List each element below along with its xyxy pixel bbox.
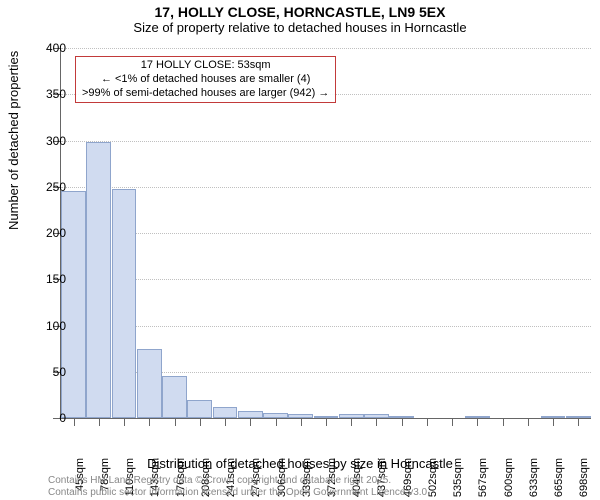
- x-tick: [124, 418, 125, 426]
- x-tick: [200, 418, 201, 426]
- annotation-line: >99% of semi-detached houses are larger …: [82, 87, 329, 101]
- y-tick-label: 50: [53, 365, 66, 379]
- x-axis-title: Distribution of detached houses by size …: [0, 456, 600, 471]
- gridline: [61, 48, 591, 49]
- gridline: [61, 279, 591, 280]
- y-tick-label: 250: [46, 180, 66, 194]
- x-tick: [402, 418, 403, 426]
- footer-line-2: Contains public sector information licen…: [48, 487, 430, 499]
- annotation-line: 17 HOLLY CLOSE: 53sqm: [82, 59, 329, 73]
- x-tick: [99, 418, 100, 426]
- gridline: [61, 141, 591, 142]
- x-tick: [553, 418, 554, 426]
- x-tick: [301, 418, 302, 426]
- x-tick: [351, 418, 352, 426]
- x-tick: [452, 418, 453, 426]
- page-title: 17, HOLLY CLOSE, HORNCASTLE, LN9 5EX: [0, 4, 600, 20]
- footer-attribution: Contains HM Land Registry data © Crown c…: [48, 475, 430, 498]
- gridline: [61, 326, 591, 327]
- gridline: [61, 187, 591, 188]
- bar: [238, 411, 263, 418]
- bar: [213, 407, 238, 418]
- x-tick: [503, 418, 504, 426]
- bar: [162, 376, 187, 418]
- y-tick-label: 200: [46, 226, 66, 240]
- y-axis-title: Number of detached properties: [6, 51, 21, 230]
- x-tick: [225, 418, 226, 426]
- gridline: [61, 233, 591, 234]
- y-tick-label: 350: [46, 87, 66, 101]
- x-tick: [74, 418, 75, 426]
- annotation-line: ← <1% of detached houses are smaller (4): [82, 73, 329, 87]
- x-tick: [250, 418, 251, 426]
- x-tick: [149, 418, 150, 426]
- y-tick-label: 400: [46, 41, 66, 55]
- x-tick: [427, 418, 428, 426]
- footer-line-1: Contains HM Land Registry data © Crown c…: [48, 475, 430, 487]
- x-tick: [528, 418, 529, 426]
- page-subtitle: Size of property relative to detached ho…: [0, 20, 600, 35]
- x-tick: [376, 418, 377, 426]
- bar: [137, 349, 162, 418]
- x-tick: [326, 418, 327, 426]
- bar: [187, 400, 212, 419]
- bar: [112, 189, 137, 418]
- y-tick-label: 150: [46, 272, 66, 286]
- x-tick: [477, 418, 478, 426]
- x-tick: [175, 418, 176, 426]
- y-tick-label: 0: [59, 411, 66, 425]
- annotation-box: 17 HOLLY CLOSE: 53sqm← <1% of detached h…: [75, 56, 336, 103]
- x-tick: [276, 418, 277, 426]
- bar: [86, 142, 111, 418]
- chart-area: 45sqm78sqm110sqm143sqm176sqm208sqm241sqm…: [60, 48, 591, 419]
- y-tick-label: 300: [46, 134, 66, 148]
- x-tick: [578, 418, 579, 426]
- y-tick-label: 100: [46, 319, 66, 333]
